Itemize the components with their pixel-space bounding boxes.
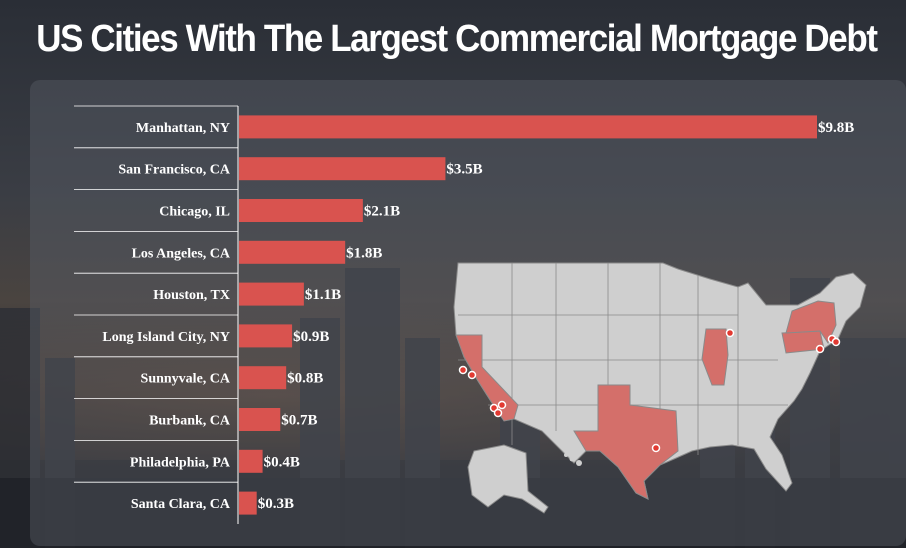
bar <box>239 324 293 348</box>
category-label: Burbank, CA <box>149 414 231 429</box>
category-label: Houston, TX <box>153 288 230 303</box>
value-label: $0.8B <box>287 371 323 387</box>
state-california <box>455 334 519 422</box>
bar <box>239 366 287 390</box>
value-label: $1.1B <box>305 287 341 303</box>
marker-sunnyvale <box>467 370 477 380</box>
marker-long-island-city <box>831 337 841 347</box>
value-label: $3.5B <box>446 162 482 178</box>
us-map-icon <box>453 262 867 514</box>
marker-burbank <box>497 400 507 410</box>
bar <box>239 491 257 515</box>
category-label: Sunnyvale, CA <box>141 372 231 387</box>
category-label: Santa Clara, CA <box>131 497 231 512</box>
marker-chicago <box>725 328 735 338</box>
page-title: US Cities With The Largest Commercial Mo… <box>36 18 878 60</box>
bar <box>239 282 304 306</box>
value-label: $0.3B <box>258 496 294 512</box>
marker-san-francisco <box>458 365 468 375</box>
state-illinois <box>701 328 729 386</box>
state-alaska <box>467 444 549 514</box>
value-label: $2.1B <box>364 204 400 220</box>
value-label: $9.8B <box>818 120 854 136</box>
category-label: Chicago, IL <box>159 205 230 220</box>
bar <box>239 240 346 264</box>
marker-houston <box>651 443 661 453</box>
value-label: $0.9B <box>293 329 329 345</box>
category-label: San Francisco, CA <box>118 163 231 178</box>
marker-philadelphia <box>815 344 825 354</box>
bar <box>239 115 817 139</box>
category-label: Philadelphia, PA <box>130 455 231 470</box>
bar <box>239 449 263 473</box>
value-label: $1.8B <box>346 245 382 261</box>
state-new-york <box>785 300 837 345</box>
category-label: Los Angeles, CA <box>132 246 231 261</box>
bar <box>239 199 363 222</box>
bar <box>239 408 281 431</box>
marker-santa-clara <box>493 408 503 418</box>
category-label: Long Island City, NY <box>102 330 230 345</box>
bar <box>239 157 446 181</box>
state-texas <box>573 384 679 500</box>
category-label: Manhattan, NY <box>136 121 230 136</box>
value-label: $0.7B <box>281 413 317 429</box>
value-label: $0.4B <box>264 454 300 470</box>
state-hawaii <box>564 453 582 466</box>
